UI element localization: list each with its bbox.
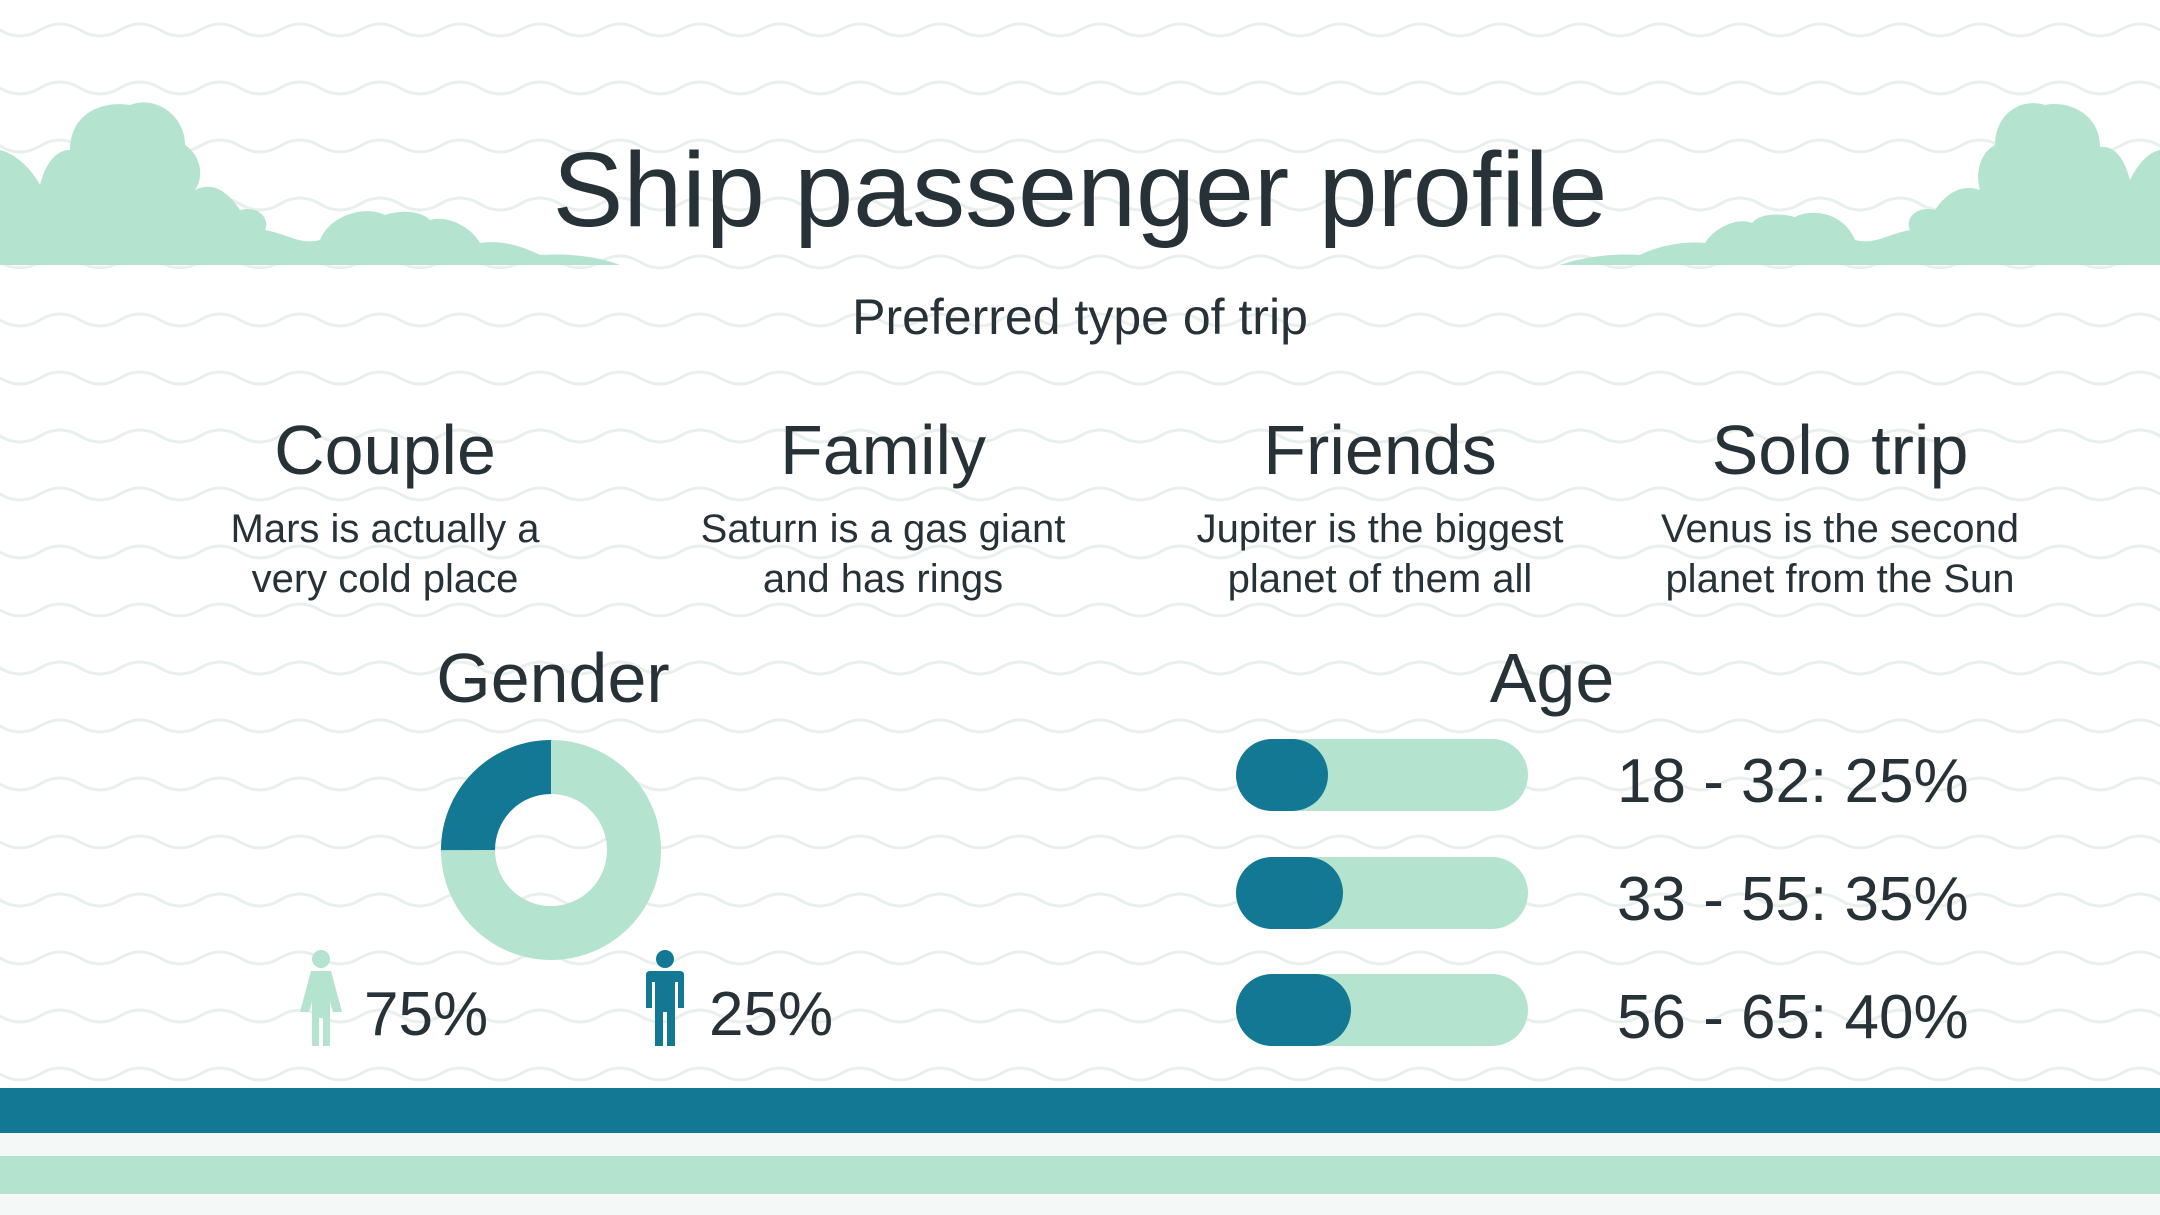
trip-type-description: Jupiter is the biggest xyxy=(1196,507,1564,551)
age-title: Age xyxy=(1489,639,1615,717)
trip-type-description: Saturn is a gas giant xyxy=(700,507,1066,551)
trip-type-name: Couple xyxy=(274,411,496,489)
trip-type-friends: Friends Jupiter is the biggest planet of… xyxy=(1130,408,1630,604)
trip-type-description: planet from the Sun xyxy=(1665,557,2015,601)
bottom-stripe-gap xyxy=(0,1133,2160,1156)
right-cloud-decoration xyxy=(1560,103,2160,265)
trip-type-name: Friends xyxy=(1263,411,1497,489)
female-person-icon xyxy=(300,950,342,1046)
trip-type-solo: Solo trip Venus is the second planet fro… xyxy=(1590,408,2090,604)
trip-type-name: Solo trip xyxy=(1711,411,1969,489)
male-person-icon xyxy=(646,950,684,1046)
gender-title: Gender xyxy=(436,639,670,717)
trip-type-subtitle: Preferred type of trip xyxy=(852,289,1308,345)
age-bar-fill xyxy=(1236,974,1351,1046)
page-title: Ship passenger profile xyxy=(552,131,1608,249)
trip-type-description: Mars is actually a xyxy=(230,507,540,551)
age-bar-18-32 xyxy=(1236,739,1528,811)
trip-type-couple: Couple Mars is actually a very cold plac… xyxy=(135,408,635,604)
age-bar-fill xyxy=(1236,739,1328,811)
bottom-stripe-base xyxy=(0,1194,2160,1215)
age-label-33-55: 33 - 55: 35% xyxy=(1617,865,1969,934)
age-label-18-32: 18 - 32: 25% xyxy=(1617,747,1969,816)
male-percentage: 25% xyxy=(709,980,834,1049)
bottom-stripe-dark xyxy=(0,1088,2160,1133)
trip-type-description: Venus is the second xyxy=(1660,507,2020,551)
trip-type-description: and has rings xyxy=(762,557,1004,601)
trip-type-family: Family Saturn is a gas giant and has rin… xyxy=(633,408,1133,604)
trip-type-description: very cold place xyxy=(251,557,519,601)
age-bar-fill xyxy=(1236,857,1343,929)
donut-male-segment xyxy=(441,740,661,960)
bottom-stripe-light xyxy=(0,1156,2160,1194)
trip-type-name: Family xyxy=(779,411,987,489)
age-label-56-65: 56 - 65: 40% xyxy=(1617,983,1969,1052)
age-bar-33-55 xyxy=(1236,857,1528,929)
gender-donut-chart xyxy=(441,740,661,960)
female-percentage: 75% xyxy=(364,980,489,1049)
trip-type-description: planet of them all xyxy=(1227,557,1533,601)
left-cloud-decoration xyxy=(0,102,620,265)
age-bar-56-65 xyxy=(1236,974,1528,1046)
